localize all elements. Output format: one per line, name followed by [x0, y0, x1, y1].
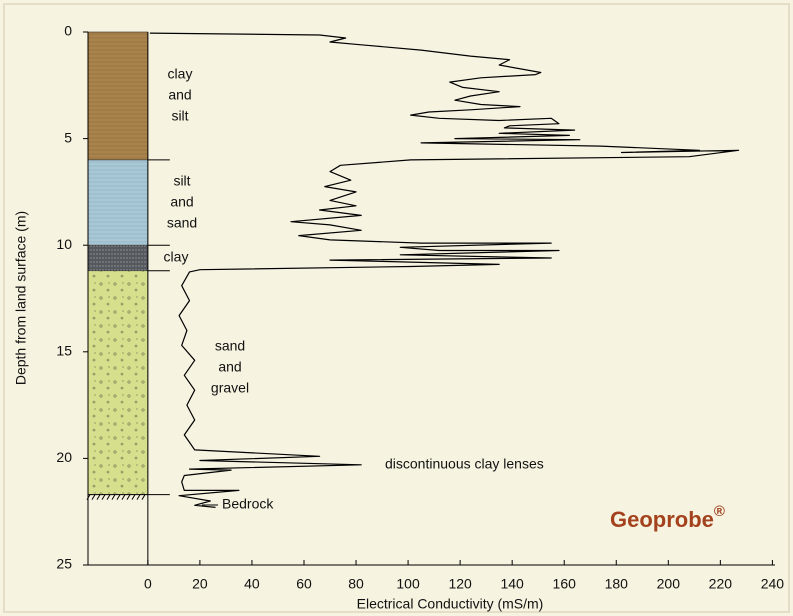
x-tick-label: 180 — [605, 576, 629, 592]
y-axis-title: Depth from land surface (m) — [13, 211, 29, 385]
layer-label: clay — [168, 66, 193, 82]
layer — [87, 31, 149, 161]
annotation: Bedrock — [222, 496, 274, 512]
layer-label: clay — [164, 249, 189, 265]
bedrock-hatch — [126, 494, 131, 500]
annotation: discontinuous clay lenses — [385, 456, 544, 472]
layer-label: gravel — [211, 379, 249, 395]
x-tick-label: 120 — [448, 576, 472, 592]
layer-label: silt — [173, 172, 190, 188]
layer — [87, 244, 149, 272]
y-tick-label: 15 — [56, 343, 72, 359]
y-tick-label: 25 — [56, 556, 72, 572]
conductivity-trace — [149, 32, 740, 508]
frame — [3, 3, 790, 613]
x-tick-label: 0 — [144, 576, 152, 592]
layer-label: and — [170, 193, 193, 209]
x-axis-title: Electrical Conductivity (mS/m) — [357, 596, 544, 612]
y-tick-label: 0 — [64, 23, 72, 39]
brand-text: Geoprobe — [610, 507, 714, 532]
brand-mark: ® — [714, 503, 725, 520]
x-tick-label: 80 — [348, 576, 364, 592]
layer-label: sand — [167, 214, 197, 230]
brand: Geoprobe® — [610, 503, 725, 532]
x-tick-label: 160 — [553, 576, 577, 592]
bedrock-hatch — [96, 494, 101, 500]
layer-label: silt — [171, 108, 188, 124]
bedrock-hatch — [111, 494, 116, 500]
x-tick-label: 60 — [296, 576, 312, 592]
x-tick-label: 40 — [244, 576, 260, 592]
bedrock-hatch — [116, 494, 121, 500]
x-tick-label: 200 — [657, 576, 681, 592]
layer-label: and — [218, 358, 241, 374]
x-tick-label: 100 — [396, 576, 420, 592]
layer-label: sand — [215, 337, 245, 353]
bedrock-hatch — [136, 494, 141, 500]
y-tick-label: 20 — [56, 449, 72, 465]
layer-label: and — [168, 87, 191, 103]
x-tick-label: 140 — [500, 576, 524, 592]
x-tick-label: 220 — [709, 576, 733, 592]
bedrock-hatch — [121, 494, 126, 500]
bedrock-hatch — [91, 494, 96, 500]
bedrock-hatch — [131, 494, 136, 500]
bedrock-hatch — [141, 494, 146, 500]
bedrock-hatch — [101, 494, 106, 500]
y-tick-label: 5 — [64, 129, 72, 145]
x-tick-label: 20 — [192, 576, 208, 592]
bedrock-hatch — [106, 494, 111, 500]
y-tick-label: 10 — [56, 236, 72, 252]
x-tick-label: 240 — [761, 576, 785, 592]
layer — [87, 270, 149, 495]
layer — [87, 159, 149, 246]
